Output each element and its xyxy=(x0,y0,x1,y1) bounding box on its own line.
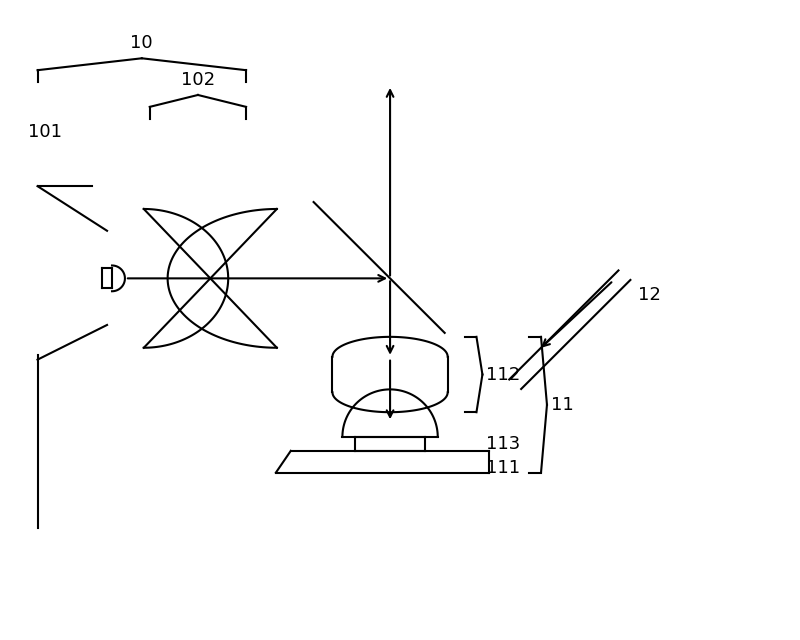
Text: 101: 101 xyxy=(28,123,62,141)
Text: 11: 11 xyxy=(551,396,574,413)
Text: 10: 10 xyxy=(130,35,153,52)
Text: 113: 113 xyxy=(486,435,521,453)
Text: 111: 111 xyxy=(486,459,521,477)
Text: 112: 112 xyxy=(486,365,521,383)
Text: 102: 102 xyxy=(181,71,215,89)
Text: 12: 12 xyxy=(638,286,662,304)
